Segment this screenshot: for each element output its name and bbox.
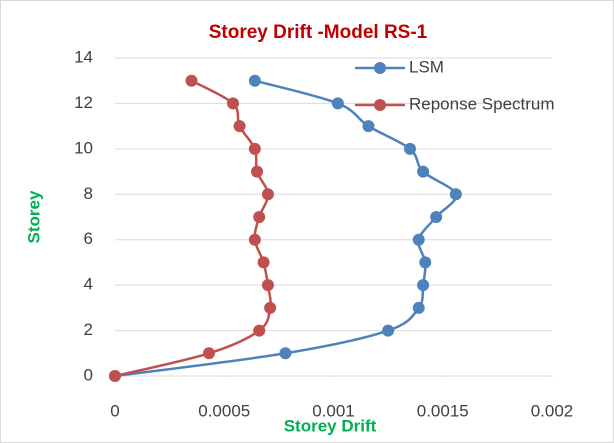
y-tick-label: 0	[84, 365, 93, 384]
y-axis-title: Storey	[24, 190, 43, 243]
data-point	[412, 233, 425, 246]
data-point	[185, 74, 198, 87]
data-point	[226, 97, 239, 110]
x-tick-label: 0.0005	[198, 401, 250, 420]
data-point	[419, 256, 432, 269]
y-tick-label: 10	[74, 138, 93, 157]
chart-title: Storey Drift -Model RS-1	[209, 22, 428, 43]
data-point	[331, 97, 344, 110]
x-tick-label: 0	[110, 401, 119, 420]
data-point	[261, 279, 274, 292]
legend-marker	[374, 62, 386, 74]
data-point	[233, 120, 246, 133]
y-tick-label: 8	[84, 184, 93, 203]
legend-marker	[374, 99, 386, 111]
data-point	[251, 165, 264, 178]
data-point	[109, 370, 121, 382]
data-point	[382, 324, 395, 337]
data-point	[430, 211, 443, 223]
x-axis-title: Storey Drift	[284, 416, 377, 435]
data-point	[202, 347, 215, 360]
data-point	[248, 142, 261, 155]
y-tick-label: 2	[84, 320, 93, 339]
data-point	[253, 324, 266, 337]
data-point	[264, 301, 277, 314]
y-tick-label: 12	[74, 93, 93, 112]
data-point	[403, 142, 416, 155]
legend-label: LSM	[409, 57, 444, 76]
data-point	[417, 165, 430, 178]
data-point	[362, 120, 375, 133]
data-point	[253, 211, 266, 223]
data-point	[248, 233, 261, 246]
x-tick-label: 0.001	[312, 401, 355, 420]
legend-label: Reponse Spectrum	[409, 94, 555, 113]
y-tick-label: 4	[84, 275, 93, 294]
data-point	[261, 188, 274, 201]
data-point	[248, 74, 261, 87]
y-tick-label: 14	[74, 47, 93, 66]
data-point	[412, 301, 425, 314]
y-tick-label: 6	[84, 229, 93, 248]
data-point	[417, 279, 430, 292]
x-tick-label: 0.002	[531, 401, 574, 420]
data-point	[279, 347, 292, 360]
data-point	[449, 188, 462, 201]
x-tick-label: 0.0015	[417, 401, 469, 420]
data-point	[257, 256, 270, 269]
